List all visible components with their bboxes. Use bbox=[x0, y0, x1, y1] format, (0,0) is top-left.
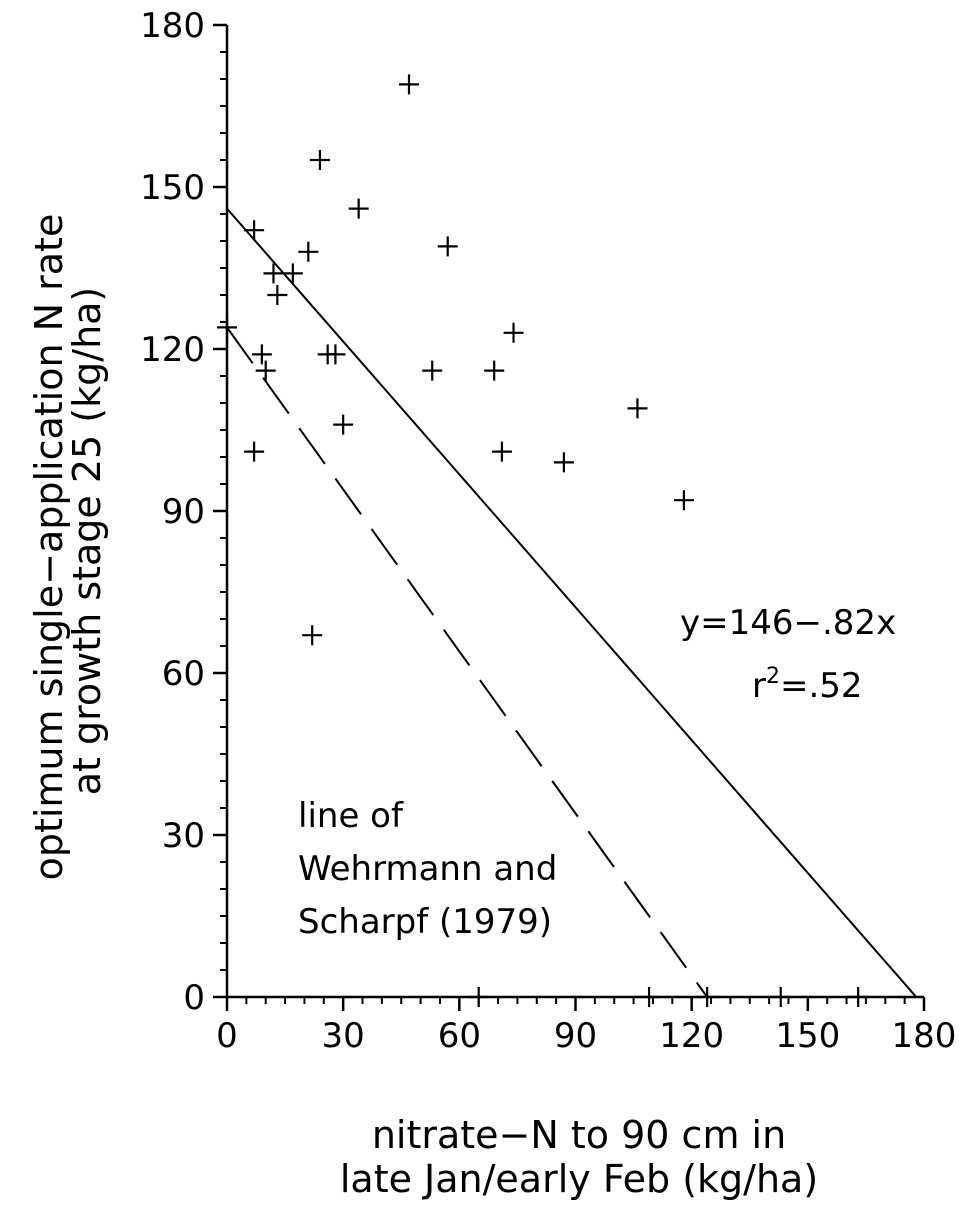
x-tick-label: 30 bbox=[322, 1016, 365, 1056]
x-tick-label: 90 bbox=[554, 1016, 597, 1056]
y-axis-title: optimum single−application N rate at gro… bbox=[27, 202, 109, 881]
data-point bbox=[255, 360, 276, 381]
data-point bbox=[697, 987, 718, 1007]
data-point bbox=[491, 441, 512, 462]
regression-line bbox=[226, 207, 918, 998]
data-point bbox=[468, 987, 489, 1007]
data-point bbox=[298, 241, 319, 262]
dashed-reference-line bbox=[226, 326, 708, 998]
x-tick-label: 60 bbox=[438, 1016, 481, 1056]
axes: 0 30 60 90 120 150 180 0 30 60 90 120 150 180 bbox=[140, 6, 956, 1056]
y-tick-label: 60 bbox=[162, 654, 205, 694]
data-point bbox=[217, 317, 237, 338]
y-axis-title-line-2: at growth stage 25 (kg/ha) bbox=[65, 287, 109, 796]
data-point bbox=[673, 490, 694, 511]
r-squared-label: r2=.52 bbox=[752, 664, 863, 706]
data-point bbox=[503, 322, 524, 343]
data-point bbox=[282, 263, 303, 284]
data-point bbox=[263, 263, 284, 284]
x-tick-label: 180 bbox=[892, 1016, 957, 1056]
data-point bbox=[302, 625, 323, 646]
data-point bbox=[251, 344, 272, 365]
x-tick-label: 0 bbox=[216, 1016, 238, 1056]
dashed-line-label-line-1: line of bbox=[298, 796, 404, 836]
data-point bbox=[309, 150, 330, 170]
y-tick-label: 120 bbox=[140, 330, 205, 370]
r-squared-exponent: 2 bbox=[766, 664, 780, 689]
data-point bbox=[267, 285, 288, 305]
data-point bbox=[422, 360, 443, 381]
fit-lines bbox=[226, 207, 918, 998]
y-axis-title-line-1: optimum single−application N rate bbox=[27, 214, 71, 881]
data-point bbox=[770, 987, 791, 1007]
x-ticks: 0 30 60 90 120 150 180 bbox=[216, 997, 956, 1056]
y-tick-label: 180 bbox=[140, 6, 205, 46]
data-point bbox=[553, 452, 574, 473]
data-point bbox=[398, 74, 419, 95]
data-point bbox=[437, 236, 458, 257]
data-point bbox=[244, 220, 265, 241]
y-tick-label: 0 bbox=[183, 978, 205, 1018]
data-point bbox=[639, 987, 660, 1007]
data-point bbox=[627, 398, 648, 419]
data-point bbox=[244, 441, 265, 462]
x-tick-label: 120 bbox=[659, 1016, 724, 1056]
data-point bbox=[848, 987, 869, 1007]
data-point bbox=[333, 414, 354, 435]
y-ticks: 0 30 60 90 120 150 180 bbox=[140, 6, 227, 1018]
data-point bbox=[484, 360, 505, 381]
regression-equation: y=146−.82x bbox=[680, 603, 896, 643]
x-axis-title-line-2: late Jan/early Feb (kg/ha) bbox=[340, 1157, 818, 1201]
data-point bbox=[348, 198, 369, 219]
x-axis-title-line-1: nitrate−N to 90 cm in bbox=[372, 1113, 786, 1157]
dashed-line-label-line-2: Wehrmann and bbox=[298, 849, 557, 889]
x-tick-label: 150 bbox=[775, 1016, 840, 1056]
dashed-line-label-line-3: Scharpf (1979) bbox=[298, 902, 552, 942]
data-point bbox=[325, 344, 346, 365]
y-tick-label: 30 bbox=[162, 816, 205, 856]
y-tick-label: 90 bbox=[162, 492, 205, 532]
y-tick-label: 150 bbox=[140, 168, 205, 208]
data-points bbox=[217, 74, 869, 1007]
